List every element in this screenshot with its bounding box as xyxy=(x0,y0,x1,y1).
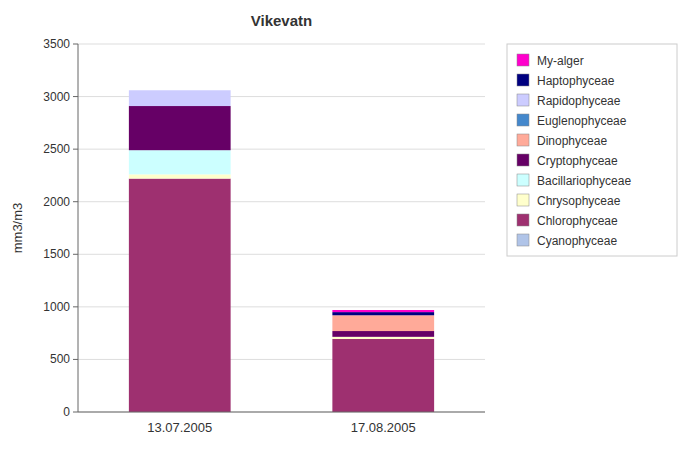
legend-label: Euglenophyceae xyxy=(537,114,627,128)
bar-segment xyxy=(129,106,231,150)
legend-label: Chrysophyceae xyxy=(537,194,621,208)
bar-segment xyxy=(332,312,434,315)
legend-swatch xyxy=(517,54,529,66)
tick-mark xyxy=(73,412,78,413)
legend-frame xyxy=(507,44,677,256)
legend-swatch xyxy=(517,214,529,226)
tick-label: 1500 xyxy=(43,247,70,261)
legend-swatch xyxy=(517,174,529,186)
tick-mark xyxy=(73,201,78,202)
bar-segment xyxy=(129,90,231,91)
legend-label: Cyanophyceae xyxy=(537,234,617,248)
tick-label: 3000 xyxy=(43,90,70,104)
tick-label: 2000 xyxy=(43,195,70,209)
tick-mark xyxy=(73,306,78,307)
legend-swatch xyxy=(517,114,529,126)
legend-label: My-alger xyxy=(537,54,584,68)
y-axis: 0 500 1000 1500 2000 2500 3000 3500 xyxy=(43,37,78,419)
bar-segment xyxy=(129,90,231,91)
legend: My-alger Haptophyceae Rapidophyceae Eugleno… xyxy=(507,44,677,256)
tick-label: 2500 xyxy=(43,142,70,156)
legend-label: Dinophyceae xyxy=(537,134,607,148)
category-label: 17.08.2005 xyxy=(351,420,416,435)
legend-label: Rapidophyceae xyxy=(537,94,621,108)
tick-mark xyxy=(73,44,78,45)
tick-mark xyxy=(73,96,78,97)
grid-line xyxy=(78,412,485,413)
bar-segment xyxy=(332,315,434,331)
legend-label: Haptophyceae xyxy=(537,74,615,88)
legend-swatch xyxy=(517,94,529,106)
bar-segment xyxy=(332,310,434,312)
legend-swatch xyxy=(517,234,529,246)
bar-segment xyxy=(332,337,434,339)
tick-mark xyxy=(73,149,78,150)
tick-label: 1000 xyxy=(43,300,70,314)
title: Vikevatn xyxy=(251,12,312,29)
bar-segment xyxy=(332,331,434,337)
bar-segment xyxy=(129,90,231,106)
bar-segment xyxy=(129,179,231,412)
y-axis-line xyxy=(78,44,79,412)
bar-segment xyxy=(129,150,231,174)
grid xyxy=(78,44,485,412)
legend-label: Chlorophyceae xyxy=(537,214,618,228)
tick-label: 0 xyxy=(63,405,70,419)
legend-swatch xyxy=(517,154,529,166)
x-axis-line xyxy=(78,412,485,413)
tick-label: 3500 xyxy=(43,37,70,51)
grid-line xyxy=(78,44,485,45)
legend-swatch xyxy=(517,74,529,86)
y-axis-label: mm3/m3 xyxy=(10,203,25,254)
tick-label: 500 xyxy=(50,352,70,366)
legend-swatch xyxy=(517,134,529,146)
legend-swatch xyxy=(517,194,529,206)
legend-label: Cryptophyceae xyxy=(537,154,618,168)
category-label: 13.07.2005 xyxy=(147,420,212,435)
tick-mark xyxy=(73,359,78,360)
legend-label: Bacillariophyceae xyxy=(537,174,631,188)
tick-mark xyxy=(73,254,78,255)
bars xyxy=(129,90,434,412)
page: {"chart_data": {"type": "bar", "stacked"… xyxy=(0,0,685,462)
bar-segment xyxy=(332,339,434,412)
bar-segment xyxy=(129,174,231,178)
x-axis: 13.07.2005 17.08.2005 xyxy=(147,420,416,435)
chart: Vikevatn mm3/m3 0 500 1000 1500 2000 2500 3000 35… xyxy=(0,0,685,462)
